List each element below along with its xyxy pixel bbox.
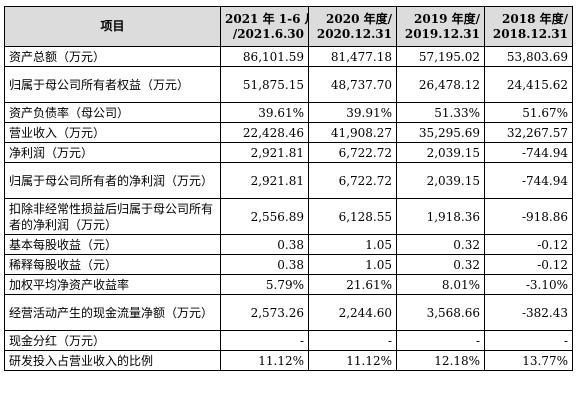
row-label: 净利润（万元）	[4, 142, 221, 163]
row-label: 归属于母公司所有者权益（万元）	[4, 66, 221, 103]
table-row: 加权平均净资产收益率 5.79% 21.61% 8.01% -3.10%	[4, 274, 573, 295]
row-value: -	[308, 330, 397, 351]
row-value: 51,875.15	[220, 66, 309, 103]
row-value: 13.77%	[484, 350, 573, 371]
row-label: 稀释每股收益（元）	[4, 254, 221, 275]
header-line2: 2020.12.31	[316, 26, 392, 41]
table-row: 经营活动产生的现金流量净额（万元） 2,573.26 2,244.60 3,568.6…	[4, 294, 573, 331]
row-value: 22,428.46	[220, 122, 309, 143]
row-value: 5.79%	[220, 274, 309, 295]
row-label: 研发投入占营业收入的比例	[4, 350, 221, 371]
row-value: 12.18%	[396, 350, 485, 371]
table-row: 稀释每股收益（元） 0.38 1.05 0.32 -0.12	[4, 254, 573, 275]
row-value: -	[484, 330, 573, 351]
row-value: 24,415.62	[484, 66, 573, 103]
header-item: 项目	[4, 6, 221, 47]
row-value: 48,737.70	[308, 66, 397, 103]
row-value: 2,039.15	[396, 162, 485, 199]
row-value: -918.86	[484, 198, 573, 235]
row-value: 2,039.15	[396, 142, 485, 163]
row-value: -744.94	[484, 162, 573, 199]
header-period-2019: 2019 年度/ 2019.12.31	[396, 6, 485, 47]
header-period-2021h1: 2021 年 1-6 月 /2021.6.30	[220, 6, 309, 47]
row-value: 11.12%	[308, 350, 397, 371]
row-value: 2,921.81	[220, 162, 309, 199]
row-value: -0.12	[484, 254, 573, 275]
table-row: 营业收入（万元） 22,428.46 41,908.27 35,295.69 32,26…	[4, 122, 573, 143]
row-value: 53,803.69	[484, 46, 573, 67]
row-label: 营业收入（万元）	[4, 122, 221, 143]
row-value: -0.12	[484, 234, 573, 255]
table-row: 归属于母公司所有者的净利润（万元） 2,921.81 6,722.72 2,039.1…	[4, 162, 573, 199]
row-label: 归属于母公司所有者的净利润（万元）	[4, 162, 221, 199]
row-value: 2,573.26	[220, 294, 309, 331]
row-value: 0.38	[220, 234, 309, 255]
row-value: 35,295.69	[396, 122, 485, 143]
row-value: 2,921.81	[220, 142, 309, 163]
row-value: 41,908.27	[308, 122, 397, 143]
table-row: 资产负债率（母公司） 39.61% 39.91% 51.33% 51.67%	[4, 102, 573, 123]
header-line1: 2019 年度/	[414, 11, 480, 26]
row-label: 经营活动产生的现金流量净额（万元）	[4, 294, 221, 331]
row-value: 6,722.72	[308, 142, 397, 163]
row-value: 11.12%	[220, 350, 309, 371]
table-row: 现金分红（万元） - - - -	[4, 330, 573, 351]
row-label: 基本每股收益（元）	[4, 234, 221, 255]
table-row: 归属于母公司所有者权益（万元） 51,875.15 48,737.70 26,478.…	[4, 66, 573, 103]
row-value: 1,918.36	[396, 198, 485, 235]
row-value: 39.91%	[308, 102, 397, 123]
row-value: 32,267.57	[484, 122, 573, 143]
header-line2: 2019.12.31	[404, 26, 480, 41]
row-value: 51.67%	[484, 102, 573, 123]
header-line2: 2018.12.31	[492, 26, 568, 41]
header-line1: 2020 年度/	[326, 11, 392, 26]
row-value: -382.43	[484, 294, 573, 331]
header-row: 项目 2021 年 1-6 月 /2021.6.30 2020 年度/ 2020…	[4, 6, 573, 47]
row-label: 现金分红（万元）	[4, 330, 221, 351]
header-period-2020: 2020 年度/ 2020.12.31	[308, 6, 397, 47]
row-value: 57,195.02	[396, 46, 485, 67]
row-value: 26,478.12	[396, 66, 485, 103]
row-value: 21.61%	[308, 274, 397, 295]
row-label: 加权平均净资产收益率	[4, 274, 221, 295]
table-header: 项目 2021 年 1-6 月 /2021.6.30 2020 年度/ 2020…	[4, 6, 573, 47]
financial-indicators-table: 项目 2021 年 1-6 月 /2021.6.30 2020 年度/ 2020…	[4, 6, 573, 371]
row-value: -744.94	[484, 142, 573, 163]
table-row: 扣除非经常性损益后归属于母公司所有者的净利润（万元） 2,556.89 6,128.…	[4, 198, 573, 235]
row-value: 0.38	[220, 254, 309, 275]
row-value: 1.05	[308, 254, 397, 275]
row-label: 资产总额（万元）	[4, 46, 221, 67]
table-row: 研发投入占营业收入的比例 11.12% 11.12% 12.18% 13.77%	[4, 350, 573, 371]
row-value: 6,128.55	[308, 198, 397, 235]
header-line2: /2021.6.30	[232, 26, 304, 41]
row-value: 0.32	[396, 234, 485, 255]
header-line1: 2018 年度/	[502, 11, 568, 26]
row-value: 86,101.59	[220, 46, 309, 67]
row-value: 39.61%	[220, 102, 309, 123]
row-value: 2,556.89	[220, 198, 309, 235]
row-value: 51.33%	[396, 102, 485, 123]
row-value: 6,722.72	[308, 162, 397, 199]
table-row: 资产总额（万元） 86,101.59 81,477.18 57,195.02 53,80…	[4, 46, 573, 67]
row-label: 扣除非经常性损益后归属于母公司所有者的净利润（万元）	[4, 198, 221, 235]
table-row: 净利润（万元） 2,921.81 6,722.72 2,039.15 -744.94	[4, 142, 573, 163]
row-value: 1.05	[308, 234, 397, 255]
header-item-label: 项目	[100, 19, 125, 33]
table-body: 资产总额（万元） 86,101.59 81,477.18 57,195.02 53,80…	[4, 46, 573, 371]
row-value: -	[220, 330, 309, 351]
row-value: 8.01%	[396, 274, 485, 295]
row-value: 2,244.60	[308, 294, 397, 331]
table-row: 基本每股收益（元） 0.38 1.05 0.32 -0.12	[4, 234, 573, 255]
row-value: 3,568.66	[396, 294, 485, 331]
header-line1: 2021 年 1-6 月	[225, 11, 309, 26]
header-period-2018: 2018 年度/ 2018.12.31	[484, 6, 573, 47]
row-value: -	[396, 330, 485, 351]
row-value: -3.10%	[484, 274, 573, 295]
row-label: 资产负债率（母公司）	[4, 102, 221, 123]
row-value: 0.32	[396, 254, 485, 275]
row-value: 81,477.18	[308, 46, 397, 67]
